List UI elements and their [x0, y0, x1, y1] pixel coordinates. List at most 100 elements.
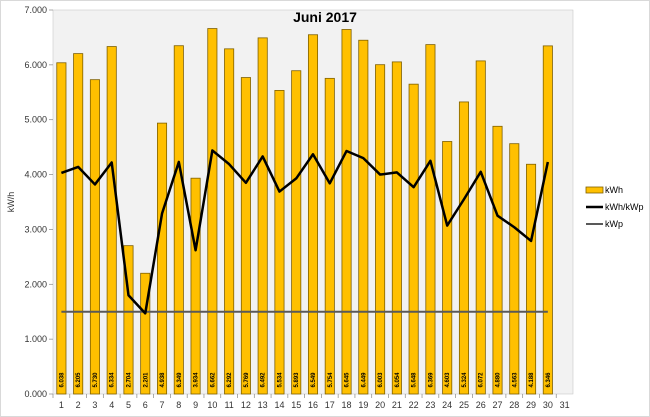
line-kwh-kwp — [60, 149, 550, 315]
x-tick-label: 30 — [543, 400, 553, 410]
data-label-kwh: 4.938 — [160, 372, 166, 388]
data-label-kwh: 6.346 — [546, 372, 552, 388]
bar-kwh-day-8 — [173, 45, 184, 395]
legend-label-kwh: kWh — [605, 185, 623, 195]
data-label-kwh: 6.334 — [110, 372, 116, 388]
bar-kwh-day-25 — [458, 101, 469, 395]
bar-kwh-day-18 — [341, 29, 352, 395]
x-tick-label: 10 — [207, 400, 217, 410]
x-tick-label: 27 — [493, 400, 503, 410]
x-tick-label: 17 — [325, 400, 335, 410]
data-label-kwh: 6.292 — [227, 372, 233, 388]
x-tick-label: 26 — [476, 400, 486, 410]
x-tick-label: 5 — [126, 400, 131, 410]
data-label-kwh: 6.549 — [311, 372, 317, 388]
y-tick-label: 5.000 — [24, 115, 47, 125]
data-label-kwh: 4.880 — [496, 372, 502, 388]
data-label-kwh: 5.324 — [462, 372, 468, 388]
bar-kwh-day-20 — [375, 64, 386, 395]
y-tick-label: 4.000 — [24, 170, 47, 180]
bar-kwh-day-24 — [442, 141, 453, 395]
x-tick-label: 22 — [409, 400, 419, 410]
data-label-kwh: 5.534 — [277, 372, 283, 388]
x-tick-label: 31 — [560, 400, 570, 410]
x-tick-label: 14 — [274, 400, 284, 410]
bar-kwh-day-3 — [89, 79, 100, 395]
data-label-kwh: 6.492 — [261, 372, 267, 388]
x-tick-label: 21 — [392, 400, 402, 410]
bar-kwh-day-28 — [509, 143, 520, 395]
bar-kwh-day-1 — [56, 62, 67, 395]
x-tick-label: 24 — [442, 400, 452, 410]
bar-kwh-day-9 — [190, 177, 201, 395]
data-label-kwh: 4.563 — [512, 372, 518, 388]
x-tick-label: 6 — [143, 400, 148, 410]
y-axis-label: kW/h — [6, 192, 16, 213]
data-label-kwh: 5.893 — [294, 372, 300, 388]
data-label-kwh: 5.730 — [93, 372, 99, 388]
data-label-kwh: 6.369 — [428, 372, 434, 388]
bar-kwh-day-12 — [240, 77, 251, 395]
y-tick-label: 6.000 — [24, 60, 47, 70]
y-tick-label: 0.000 — [24, 389, 47, 399]
x-tick-label: 11 — [224, 400, 233, 410]
data-label-kwh: 2.201 — [143, 372, 149, 388]
bar-kwh-day-26 — [475, 60, 486, 395]
bar-kwh-day-22 — [408, 83, 419, 395]
x-tick-label: 3 — [92, 400, 97, 410]
data-label-kwh: 4.603 — [445, 372, 451, 388]
x-tick-label: 16 — [308, 400, 318, 410]
bar-kwh-day-7 — [157, 122, 168, 395]
x-tick-label: 18 — [342, 400, 352, 410]
bar-kwh-day-29 — [526, 163, 537, 395]
x-tick-label: 7 — [160, 400, 165, 410]
x-tick-label: 12 — [241, 400, 251, 410]
y-tick-label: 3.000 — [24, 224, 47, 234]
bar-kwh-day-11 — [224, 48, 235, 395]
data-label-kwh: 6.038 — [59, 372, 65, 388]
x-tick-label: 13 — [258, 400, 268, 410]
data-label-kwh: 3.934 — [194, 372, 200, 388]
bar-kwh-day-15 — [291, 70, 302, 395]
data-label-kwh: 5.754 — [328, 372, 334, 388]
x-tick-label: 25 — [459, 400, 469, 410]
bar-kwh-day-13 — [257, 37, 268, 395]
data-label-kwh: 4.188 — [529, 372, 535, 388]
x-tick-label: 1 — [59, 400, 64, 410]
x-tick-label: 2 — [76, 400, 81, 410]
data-label-kwh: 6.003 — [378, 372, 384, 388]
bar-kwh-day-21 — [391, 61, 402, 395]
bar-kwh-day-5 — [123, 245, 134, 395]
data-label-kwh: 6.662 — [210, 372, 216, 388]
y-tick-label: 2.000 — [24, 279, 47, 289]
x-tick-label: 15 — [291, 400, 301, 410]
data-label-kwh: 6.054 — [395, 372, 401, 388]
bar-kwh-day-19 — [358, 39, 369, 395]
bar-kwh-day-27 — [492, 125, 503, 395]
x-tick-label: 19 — [358, 400, 368, 410]
data-label-kwh: 5.769 — [244, 372, 250, 388]
bar-kwh-day-2 — [73, 53, 84, 395]
data-label-kwh: 6.645 — [345, 372, 351, 388]
x-tick-label: 8 — [176, 400, 181, 410]
y-tick-label: 1.000 — [24, 334, 47, 344]
legend: kWh kWh/kWp kWp — [585, 185, 644, 229]
bar-kwh-day-30 — [542, 45, 553, 395]
data-label-kwh: 2.704 — [126, 372, 132, 388]
bar-kwh-day-16 — [307, 34, 319, 395]
x-tick-label: 9 — [193, 400, 198, 410]
chart-title: Juni 2017 — [293, 9, 357, 25]
legend-label-kwh-kwp: kWh/kWp — [605, 202, 644, 212]
x-tick-label: 28 — [509, 400, 519, 410]
bar-kwh-day-23 — [425, 44, 436, 395]
y-tick-label: 7.000 — [24, 5, 47, 15]
x-tick-label: 20 — [375, 400, 385, 410]
bar-kwh-day-6 — [140, 272, 151, 395]
data-label-kwh: 6.349 — [177, 372, 183, 388]
x-tick-label: 4 — [109, 400, 114, 410]
x-tick-label: 29 — [526, 400, 536, 410]
data-label-kwh: 6.449 — [361, 372, 367, 388]
data-label-kwh: 6.072 — [479, 372, 485, 388]
data-label-kwh: 6.205 — [76, 372, 82, 388]
